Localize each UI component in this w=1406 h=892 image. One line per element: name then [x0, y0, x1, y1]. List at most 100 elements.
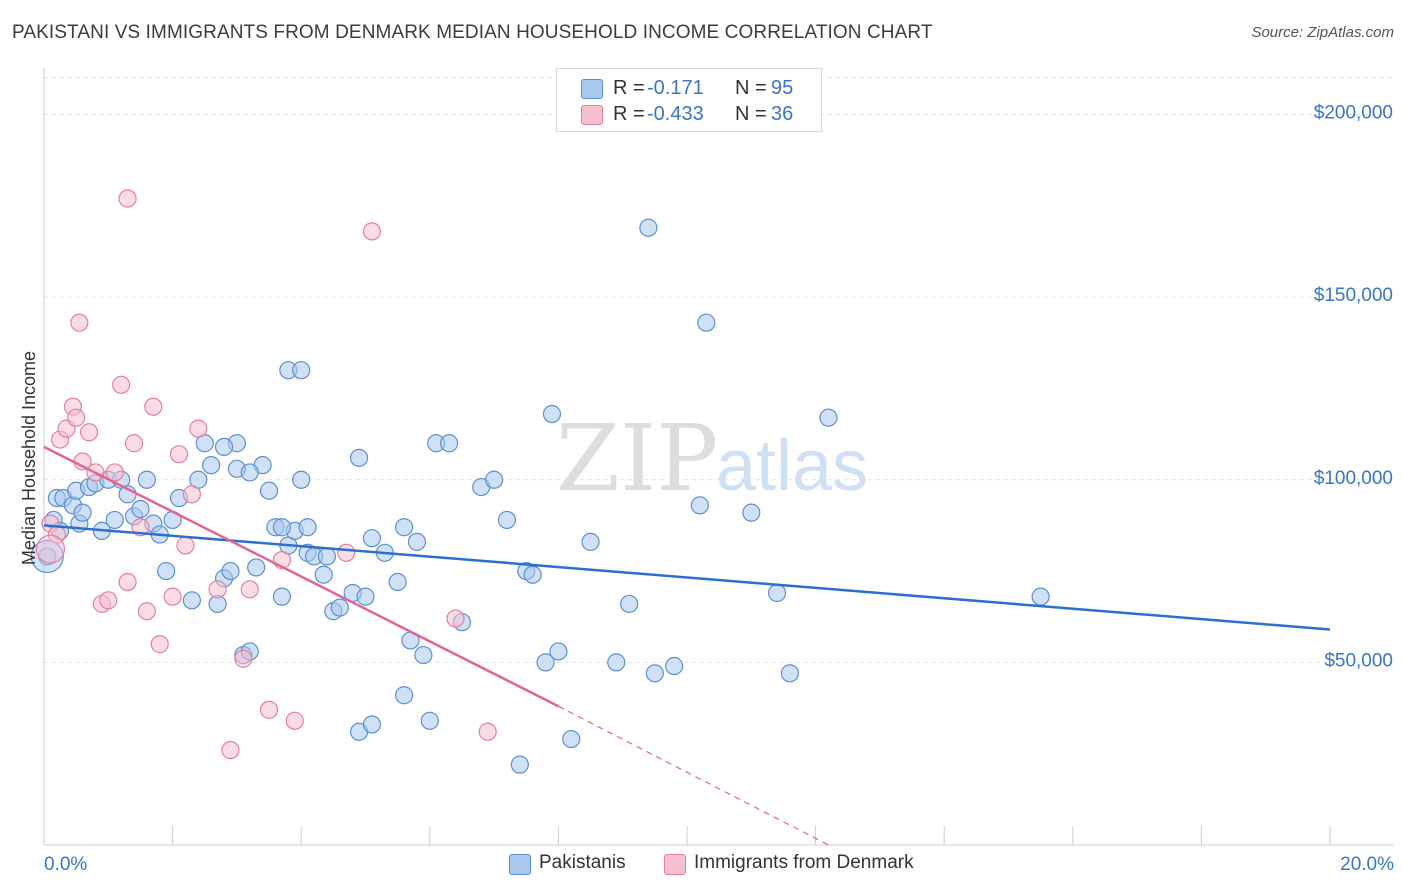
data-point-denmark: [150, 635, 169, 654]
data-point-denmark: [182, 485, 201, 504]
data-point-pakistanis-large: [30, 539, 64, 574]
legend-swatch-pakistanis: [581, 79, 603, 99]
data-point-denmark: [144, 397, 163, 416]
data-point-pakistanis: [137, 470, 156, 489]
data-point-pakistanis: [690, 496, 709, 515]
data-point-pakistanis: [349, 448, 369, 467]
data-point-denmark: [118, 572, 137, 592]
axes: [43, 68, 1394, 846]
data-point-denmark-large: [35, 534, 66, 564]
legend-r-value: -0.433: [647, 103, 704, 125]
data-point-pakistanis: [182, 591, 201, 610]
data-point-denmark: [446, 609, 465, 628]
data-point-pakistanis: [247, 558, 266, 577]
data-point-denmark: [118, 189, 137, 208]
data-point-denmark: [131, 518, 150, 537]
bottom-legend-swatch-pakistanis: [509, 854, 531, 875]
trend-lines: [43, 445, 1331, 846]
data-point-pakistanis: [414, 645, 433, 665]
legend-n-value: 95: [771, 77, 794, 99]
legend-swatch-denmark: [581, 105, 603, 125]
data-point-pakistanis: [105, 510, 124, 530]
bottom-legend-swatch-denmark: [664, 854, 686, 875]
data-point-pakistanis: [607, 653, 626, 672]
gridlines: [44, 77, 1394, 663]
data-point-denmark: [163, 587, 182, 606]
data-point-denmark: [124, 434, 144, 453]
y-tick-label: $150,000: [1314, 285, 1393, 306]
data-point-pakistanis: [214, 437, 234, 456]
data-point-pakistanis: [523, 565, 542, 584]
data-point-pakistanis: [330, 598, 349, 617]
bottom-legend-pakistanis[interactable]: Pakistanis: [509, 852, 649, 876]
data-point-pakistanis: [1031, 587, 1050, 606]
data-point-denmark: [259, 700, 279, 719]
data-point-pakistanis: [394, 686, 414, 705]
data-point-pakistanis: [356, 587, 375, 606]
trend-line-denmark-extension: [558, 705, 829, 846]
data-point-pakistanis: [362, 715, 382, 734]
y-tick-label: $200,000: [1314, 103, 1393, 124]
data-point-pakistanis: [665, 656, 684, 676]
data-point-denmark: [99, 591, 118, 610]
data-point-denmark: [478, 722, 497, 741]
data-point-pakistanis: [388, 572, 407, 592]
data-point-denmark: [189, 419, 208, 438]
data-point-pakistanis: [562, 729, 581, 749]
data-point-denmark: [70, 313, 89, 332]
data-point-pakistanis: [439, 434, 459, 453]
data-point-pakistanis: [202, 456, 221, 475]
data-point-pakistanis: [221, 561, 240, 581]
data-point-pakistanis: [131, 499, 150, 519]
data-point-pakistanis: [767, 583, 787, 603]
data-point-denmark: [176, 536, 195, 555]
legend-r-label: R =: [613, 77, 645, 99]
source-note: Source: ZipAtlas.com: [1251, 24, 1394, 41]
data-point-pakistanis: [292, 361, 311, 380]
data-point-pakistanis: [292, 470, 311, 489]
data-point-pakistanis: [420, 711, 439, 730]
axis-labels: $50,000 $100,000 $150,000 $200,000 0.0% 20.0%…: [19, 103, 1394, 875]
x-tick-label-max: 20.0%: [1340, 854, 1394, 875]
legend-n-value: 36: [771, 103, 794, 125]
x-tick-label-min: 0.0%: [44, 854, 87, 875]
data-point-pakistanis: [581, 532, 600, 551]
data-point-pakistanis: [314, 565, 333, 584]
data-point-pakistanis: [639, 218, 658, 237]
data-point-pakistanis: [272, 587, 292, 606]
data-point-pakistanis: [620, 594, 639, 614]
y-tick-label: $100,000: [1314, 468, 1393, 489]
denmark-points: [35, 189, 497, 760]
data-point-pakistanis: [819, 408, 838, 427]
data-point-denmark: [221, 740, 240, 760]
data-point-denmark: [208, 580, 227, 599]
trend-line-denmark: [43, 445, 559, 708]
data-point-pakistanis: [362, 529, 382, 548]
correlation-legend: R = -0.171 N = 95 R = -0.433 N = 36: [556, 68, 822, 132]
legend-n-label: N =: [735, 103, 767, 125]
data-point-pakistanis: [780, 664, 799, 683]
data-point-denmark: [240, 580, 259, 599]
data-point-pakistanis: [73, 503, 92, 522]
y-axis-title: Median Household Income: [19, 351, 39, 565]
data-point-pakistanis: [536, 653, 555, 672]
data-point-denmark: [79, 423, 99, 442]
bottom-legend-label: Immigrants from Denmark: [694, 852, 914, 873]
watermark-zip: ZIP: [556, 405, 718, 512]
legend-n-label: N =: [735, 77, 767, 99]
data-point-pakistanis: [549, 642, 568, 661]
data-point-pakistanis: [742, 503, 761, 522]
data-point-pakistanis: [240, 463, 259, 482]
data-point-pakistanis: [157, 561, 176, 581]
data-point-denmark: [112, 375, 131, 394]
data-point-pakistanis: [485, 470, 504, 489]
chart-title: PAKISTANI VS IMMIGRANTS FROM DENMARK MED…: [12, 22, 933, 43]
data-point-pakistanis: [272, 518, 292, 537]
y-tick-label: $50,000: [1324, 650, 1393, 671]
data-point-denmark: [337, 543, 356, 562]
data-point-pakistanis: [697, 313, 716, 332]
bottom-legend-denmark[interactable]: Immigrants from Denmark: [664, 852, 944, 876]
data-point-pakistanis: [510, 755, 529, 774]
data-point-pakistanis: [497, 510, 517, 530]
